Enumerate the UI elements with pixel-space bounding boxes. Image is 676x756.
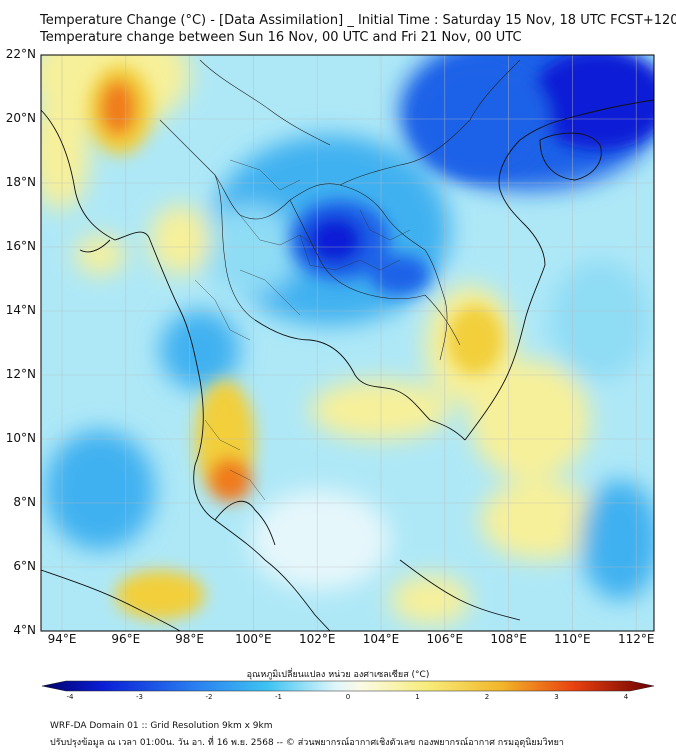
map-frame [40, 54, 655, 632]
colorbar-tick-label: 3 [554, 693, 559, 701]
lat-label: 16°N [5, 239, 36, 253]
field-patch-cold [370, 255, 430, 295]
field-patch-mild-warm [310, 380, 450, 440]
lon-label: 108°E [490, 632, 527, 646]
colorbar [41, 680, 655, 692]
lon-label: 98°E [175, 632, 205, 646]
field-patch-hot [100, 80, 136, 136]
field-patch-neutral [250, 490, 390, 590]
coastlines [41, 99, 654, 631]
colorbar-tick-label: -1 [275, 693, 282, 701]
lat-label: 20°N [5, 111, 36, 125]
field-patch-mild-cool [550, 260, 650, 380]
colorbar-tick-label: 0 [345, 693, 351, 701]
colorbar-tick-label: -4 [66, 693, 74, 701]
colorbar-tick-label: 1 [415, 693, 420, 701]
colorbar-tick-label: -3 [136, 693, 143, 701]
field-patch-warm [447, 305, 503, 375]
lat-label: 22°N [5, 47, 36, 61]
lat-label: 18°N [5, 175, 36, 189]
lat-label: 12°N [5, 367, 36, 381]
lon-label: 100°E [235, 632, 272, 646]
field-patch-mild-warm [480, 480, 600, 560]
lon-label: 94°E [47, 632, 77, 646]
field-patch-mild-warm [41, 90, 90, 210]
field-patch-warm [115, 570, 205, 620]
footer-model-info: WRF-DA Domain 01 :: Grid Resolution 9km … [50, 721, 273, 731]
lat-label: 14°N [5, 303, 36, 317]
lat-label: 6°N [13, 559, 36, 573]
chart-title: Temperature Change (°C) - [Data Assimila… [40, 13, 676, 28]
field-patch-hot [208, 458, 252, 502]
field-patch-mild-warm [470, 360, 590, 480]
lon-label: 102°E [298, 632, 336, 646]
field-patch-mild-warm [390, 575, 470, 625]
lat-label: 8°N [13, 495, 36, 509]
field-patch-cold [410, 60, 550, 180]
field-patch-very-cold [530, 55, 654, 150]
field-patch-cool [580, 480, 654, 600]
country-borders [159, 59, 521, 361]
field-patch-cool [160, 310, 240, 390]
chart-subtitle: Temperature change between Sun 16 Nov, 0… [40, 30, 522, 45]
province-borders [194, 159, 411, 501]
lon-label: 112°E [617, 632, 655, 646]
field-patch-very-cold [307, 216, 363, 264]
field-patch-mild-warm [75, 235, 125, 275]
colorbar-tick-label: -2 [205, 693, 213, 701]
lat-label: 10°N [5, 431, 36, 445]
lon-label: 104°E [362, 632, 400, 646]
lat-label: 4°N [13, 623, 36, 637]
colorbar-title: อุณหภูมิเปลี่ยนแปลง หน่วย องศาเซลเซียส (… [246, 670, 430, 680]
colorbar-tick-label: 2 [484, 693, 490, 701]
lon-label: 106°E [426, 632, 464, 646]
field-patch-mild-warm [150, 205, 210, 275]
lon-label: 96°E [111, 632, 141, 646]
colorbar-tick-label: 4 [623, 693, 629, 701]
footer-credit: ปรับปรุงข้อมูล ณ เวลา 01:00น. วัน อา. ที… [50, 738, 564, 748]
field-patch-mild-cool [200, 205, 300, 295]
field-patch-cool [45, 430, 155, 550]
lon-label: 110°E [554, 632, 591, 646]
